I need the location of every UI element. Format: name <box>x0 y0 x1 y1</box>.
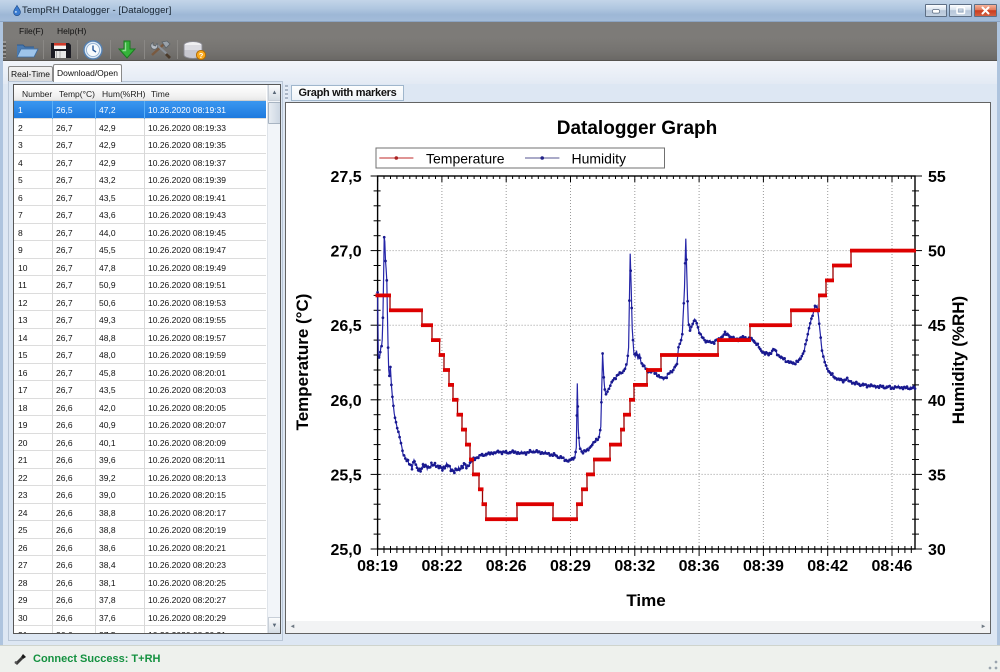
svg-text:08:39: 08:39 <box>743 558 784 575</box>
svg-text:26,5: 26,5 <box>330 318 361 335</box>
svg-text:35: 35 <box>928 467 946 484</box>
svg-text:Time: Time <box>626 591 665 610</box>
svg-text:08:22: 08:22 <box>421 558 462 575</box>
svg-text:40: 40 <box>928 393 946 410</box>
svg-text:08:29: 08:29 <box>550 558 591 575</box>
svg-text:27,5: 27,5 <box>330 169 361 186</box>
svg-text:Humidity (%RH): Humidity (%RH) <box>949 296 968 424</box>
svg-text:08:42: 08:42 <box>807 558 848 575</box>
svg-text:25,0: 25,0 <box>330 542 361 559</box>
svg-text:Datalogger Graph: Datalogger Graph <box>557 118 717 139</box>
svg-text:26,0: 26,0 <box>330 393 361 410</box>
svg-text:08:36: 08:36 <box>679 558 720 575</box>
svg-text:50: 50 <box>928 244 946 261</box>
svg-text:45: 45 <box>928 318 946 335</box>
svg-text:08:26: 08:26 <box>486 558 527 575</box>
svg-text:55: 55 <box>928 169 946 186</box>
svg-text:08:32: 08:32 <box>614 558 655 575</box>
svg-text:08:19: 08:19 <box>357 558 398 575</box>
svg-text:25,5: 25,5 <box>330 467 361 484</box>
svg-text:Temperature: Temperature <box>426 151 505 167</box>
svg-text:08:46: 08:46 <box>872 558 913 575</box>
svg-text:30: 30 <box>928 542 946 559</box>
svg-text:27,0: 27,0 <box>330 244 361 261</box>
svg-text:Temperature (°C): Temperature (°C) <box>293 294 312 431</box>
svg-text:Humidity: Humidity <box>572 151 626 167</box>
svg-text:?: ? <box>199 51 204 60</box>
